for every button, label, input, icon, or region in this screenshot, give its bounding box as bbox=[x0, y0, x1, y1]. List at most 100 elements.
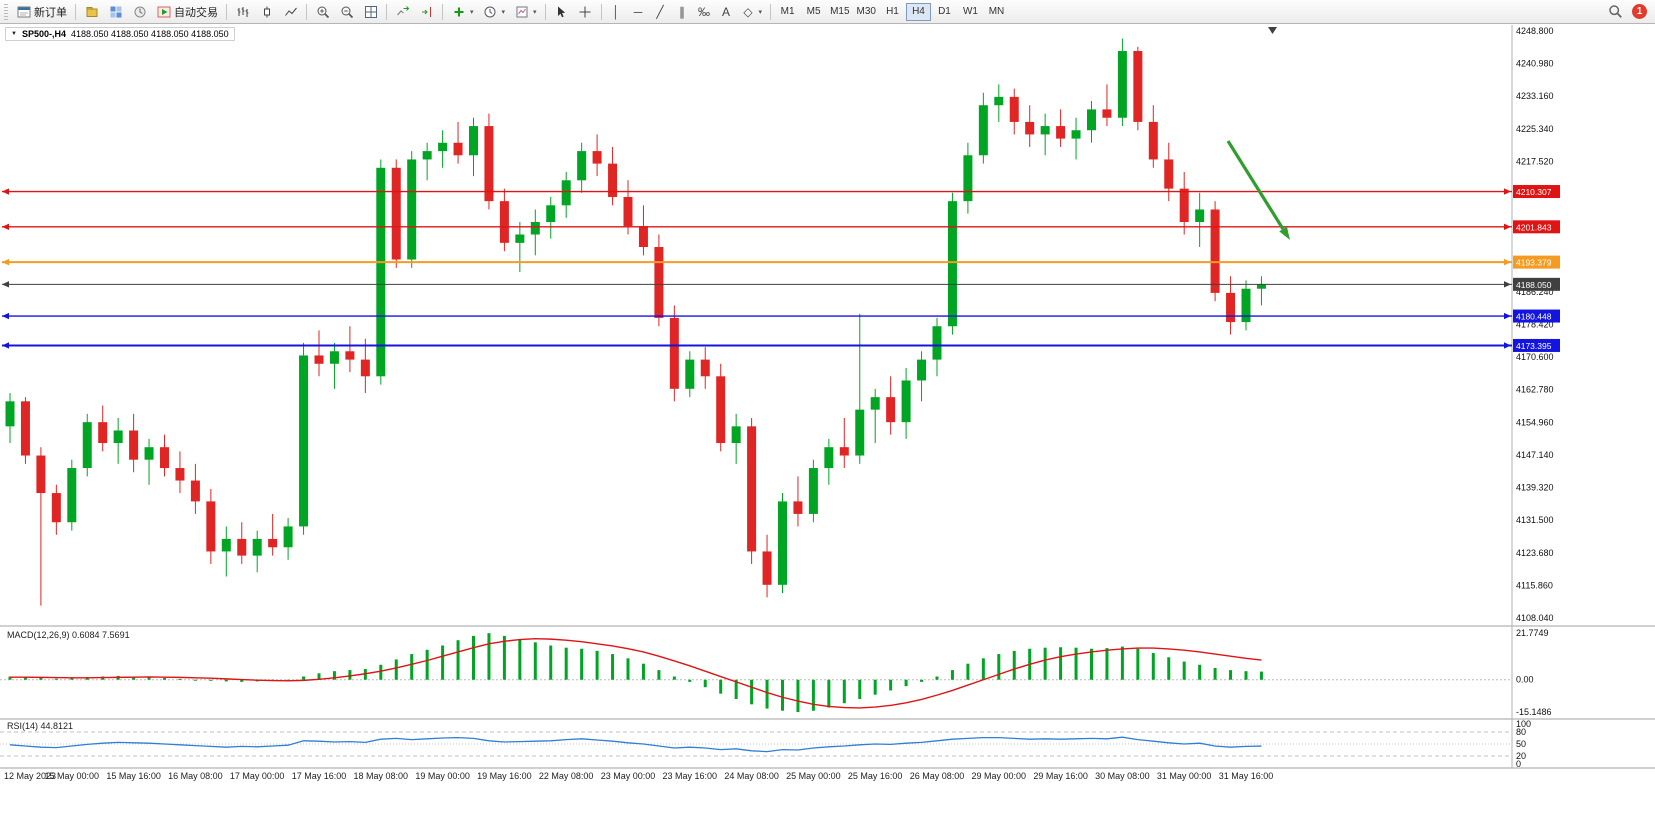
candles-layer bbox=[5, 38, 1266, 606]
separator bbox=[544, 3, 546, 20]
svg-text:100: 100 bbox=[1516, 719, 1531, 729]
bar-chart-button[interactable] bbox=[231, 2, 254, 22]
line-chart-button[interactable] bbox=[279, 2, 302, 22]
vertical-line-icon: │ bbox=[612, 4, 620, 19]
timeframe-m30-button[interactable]: M30 bbox=[854, 3, 879, 21]
text-tool-button[interactable]: A bbox=[716, 2, 737, 22]
toolbar-grip[interactable] bbox=[4, 3, 8, 20]
svg-text:4139.320: 4139.320 bbox=[1516, 483, 1554, 493]
time-axis[interactable]: 12 May 2023 15 May 00:00 15 May 16:00 16 Ma… bbox=[0, 771, 1512, 783]
zoom-out-icon bbox=[339, 4, 354, 19]
chart-title: ▼ SP500-,H4 4188.050 4188.050 4188.050 4… bbox=[5, 27, 235, 41]
macd-label: MACD(12,26,9) 0.6084 7.5691 bbox=[7, 630, 130, 640]
svg-text:4147.140: 4147.140 bbox=[1516, 450, 1554, 460]
time-label: 22 May 08:00 bbox=[538, 771, 594, 781]
horizontal-line-button[interactable]: ─ bbox=[628, 2, 649, 22]
zoom-in-button[interactable] bbox=[311, 2, 334, 22]
candlestick-chart-button[interactable] bbox=[255, 2, 278, 22]
line-chart-icon bbox=[283, 4, 298, 19]
clock-icon bbox=[483, 4, 498, 19]
separator bbox=[75, 3, 76, 20]
candlestick-chart-icon bbox=[259, 4, 274, 19]
indicators-button[interactable]: ▾ bbox=[447, 2, 478, 22]
tile-windows-button[interactable] bbox=[359, 2, 382, 22]
autotrade-play-icon bbox=[156, 4, 171, 19]
timeframe-m15-button[interactable]: M15 bbox=[827, 3, 852, 21]
cursor-button[interactable] bbox=[550, 2, 573, 22]
time-label: 29 May 16:00 bbox=[1033, 771, 1088, 781]
timeframe-w1-button[interactable]: W1 bbox=[958, 3, 983, 21]
svg-text:4201.843: 4201.843 bbox=[1516, 222, 1552, 232]
zoom-out-button[interactable] bbox=[335, 2, 358, 22]
toolbar: 新订单 自动交易 bbox=[0, 0, 1655, 24]
separator bbox=[226, 3, 227, 20]
notification-badge[interactable]: 1 bbox=[1632, 4, 1647, 19]
svg-text:80: 80 bbox=[1516, 727, 1526, 737]
crosshair-icon bbox=[578, 4, 593, 19]
price-axis[interactable]: 4248.800 4240.980 4233.160 4225.340 4217.520… bbox=[1516, 26, 1554, 623]
autotrade-label: 自动交易 bbox=[174, 6, 218, 19]
separator bbox=[442, 3, 443, 20]
time-label: 31 May 00:00 bbox=[1156, 771, 1212, 781]
search-button[interactable] bbox=[1604, 2, 1627, 22]
svg-text:4210.307: 4210.307 bbox=[1516, 187, 1552, 197]
autotrade-button[interactable]: 自动交易 bbox=[152, 2, 222, 22]
annotation-arrow[interactable] bbox=[1226, 140, 1290, 240]
vertical-line-button[interactable]: │ bbox=[606, 2, 627, 22]
shapes-icon: ◇ bbox=[743, 4, 753, 19]
svg-text:4180.448: 4180.448 bbox=[1516, 312, 1552, 322]
symbol-period-label: SP500-,H4 bbox=[21, 29, 66, 39]
time-label: 29 May 00:00 bbox=[971, 771, 1027, 781]
price-level-badge bbox=[1513, 220, 1560, 234]
horizontal-line-icon: ─ bbox=[633, 4, 643, 19]
price-levels-layer[interactable]: 4210.307 4201.843 4193.379 4188.050 4180.448… bbox=[2, 185, 1560, 352]
timeframe-d1-button[interactable]: D1 bbox=[932, 3, 957, 21]
trendline-button[interactable]: ╱ bbox=[650, 2, 671, 22]
crosshair-button[interactable] bbox=[574, 2, 597, 22]
time-label: 23 May 16:00 bbox=[662, 771, 718, 781]
svg-text:0.00: 0.00 bbox=[1516, 675, 1534, 685]
time-label: 25 May 16:00 bbox=[847, 771, 903, 781]
time-label: 15 May 00:00 bbox=[44, 771, 100, 781]
trendline-icon: ╱ bbox=[656, 4, 664, 19]
chart-shift-button[interactable] bbox=[415, 2, 438, 22]
search-icon bbox=[1608, 4, 1623, 19]
dropdown-caret-icon: ▾ bbox=[533, 8, 537, 16]
channel-button[interactable]: ∥ bbox=[672, 2, 693, 22]
market-watch-button[interactable] bbox=[104, 2, 127, 22]
svg-text:-15.1486: -15.1486 bbox=[1516, 707, 1552, 717]
auto-scroll-icon bbox=[395, 4, 410, 19]
time-label: 17 May 16:00 bbox=[291, 771, 347, 781]
svg-text:4248.800: 4248.800 bbox=[1516, 26, 1554, 36]
chart-shift-marker[interactable] bbox=[1268, 27, 1277, 34]
shapes-button[interactable]: ◇ ▾ bbox=[738, 2, 767, 22]
svg-text:21.7749: 21.7749 bbox=[1516, 628, 1549, 638]
time-label: 16 May 08:00 bbox=[168, 771, 223, 781]
panel-separators bbox=[0, 25, 1655, 769]
bar-chart-icon bbox=[235, 4, 250, 19]
dropdown-caret-icon: ▾ bbox=[758, 8, 763, 16]
timeframe-h1-button[interactable]: H1 bbox=[880, 3, 905, 21]
chart-shift-icon bbox=[419, 4, 434, 19]
price-level-badge bbox=[1513, 338, 1560, 352]
timeframe-m5-button[interactable]: M5 bbox=[801, 3, 826, 21]
market-watch-icon bbox=[108, 4, 123, 19]
new-order-button[interactable]: 新订单 bbox=[12, 2, 71, 22]
chart-collapse-icon[interactable]: ▼ bbox=[11, 31, 17, 37]
periods-button[interactable]: ▾ bbox=[479, 2, 510, 22]
navigator-button[interactable] bbox=[128, 2, 151, 22]
price-level-badge bbox=[1513, 277, 1560, 291]
profiles-button[interactable] bbox=[80, 2, 103, 22]
timeframe-h4-button[interactable]: H4 bbox=[905, 2, 931, 21]
templates-button[interactable]: ▾ bbox=[510, 2, 541, 22]
timeframe-mn-button[interactable]: MN bbox=[984, 3, 1009, 21]
time-label: 19 May 00:00 bbox=[415, 771, 470, 781]
new-order-label: 新订单 bbox=[34, 6, 67, 19]
timeframe-m1-button[interactable]: M1 bbox=[775, 3, 800, 21]
svg-text:4225.340: 4225.340 bbox=[1516, 124, 1554, 134]
svg-text:0: 0 bbox=[1516, 759, 1521, 769]
navigator-icon bbox=[132, 4, 147, 19]
auto-scroll-button[interactable] bbox=[391, 2, 414, 22]
fibonacci-button[interactable]: ‰ bbox=[694, 2, 715, 22]
